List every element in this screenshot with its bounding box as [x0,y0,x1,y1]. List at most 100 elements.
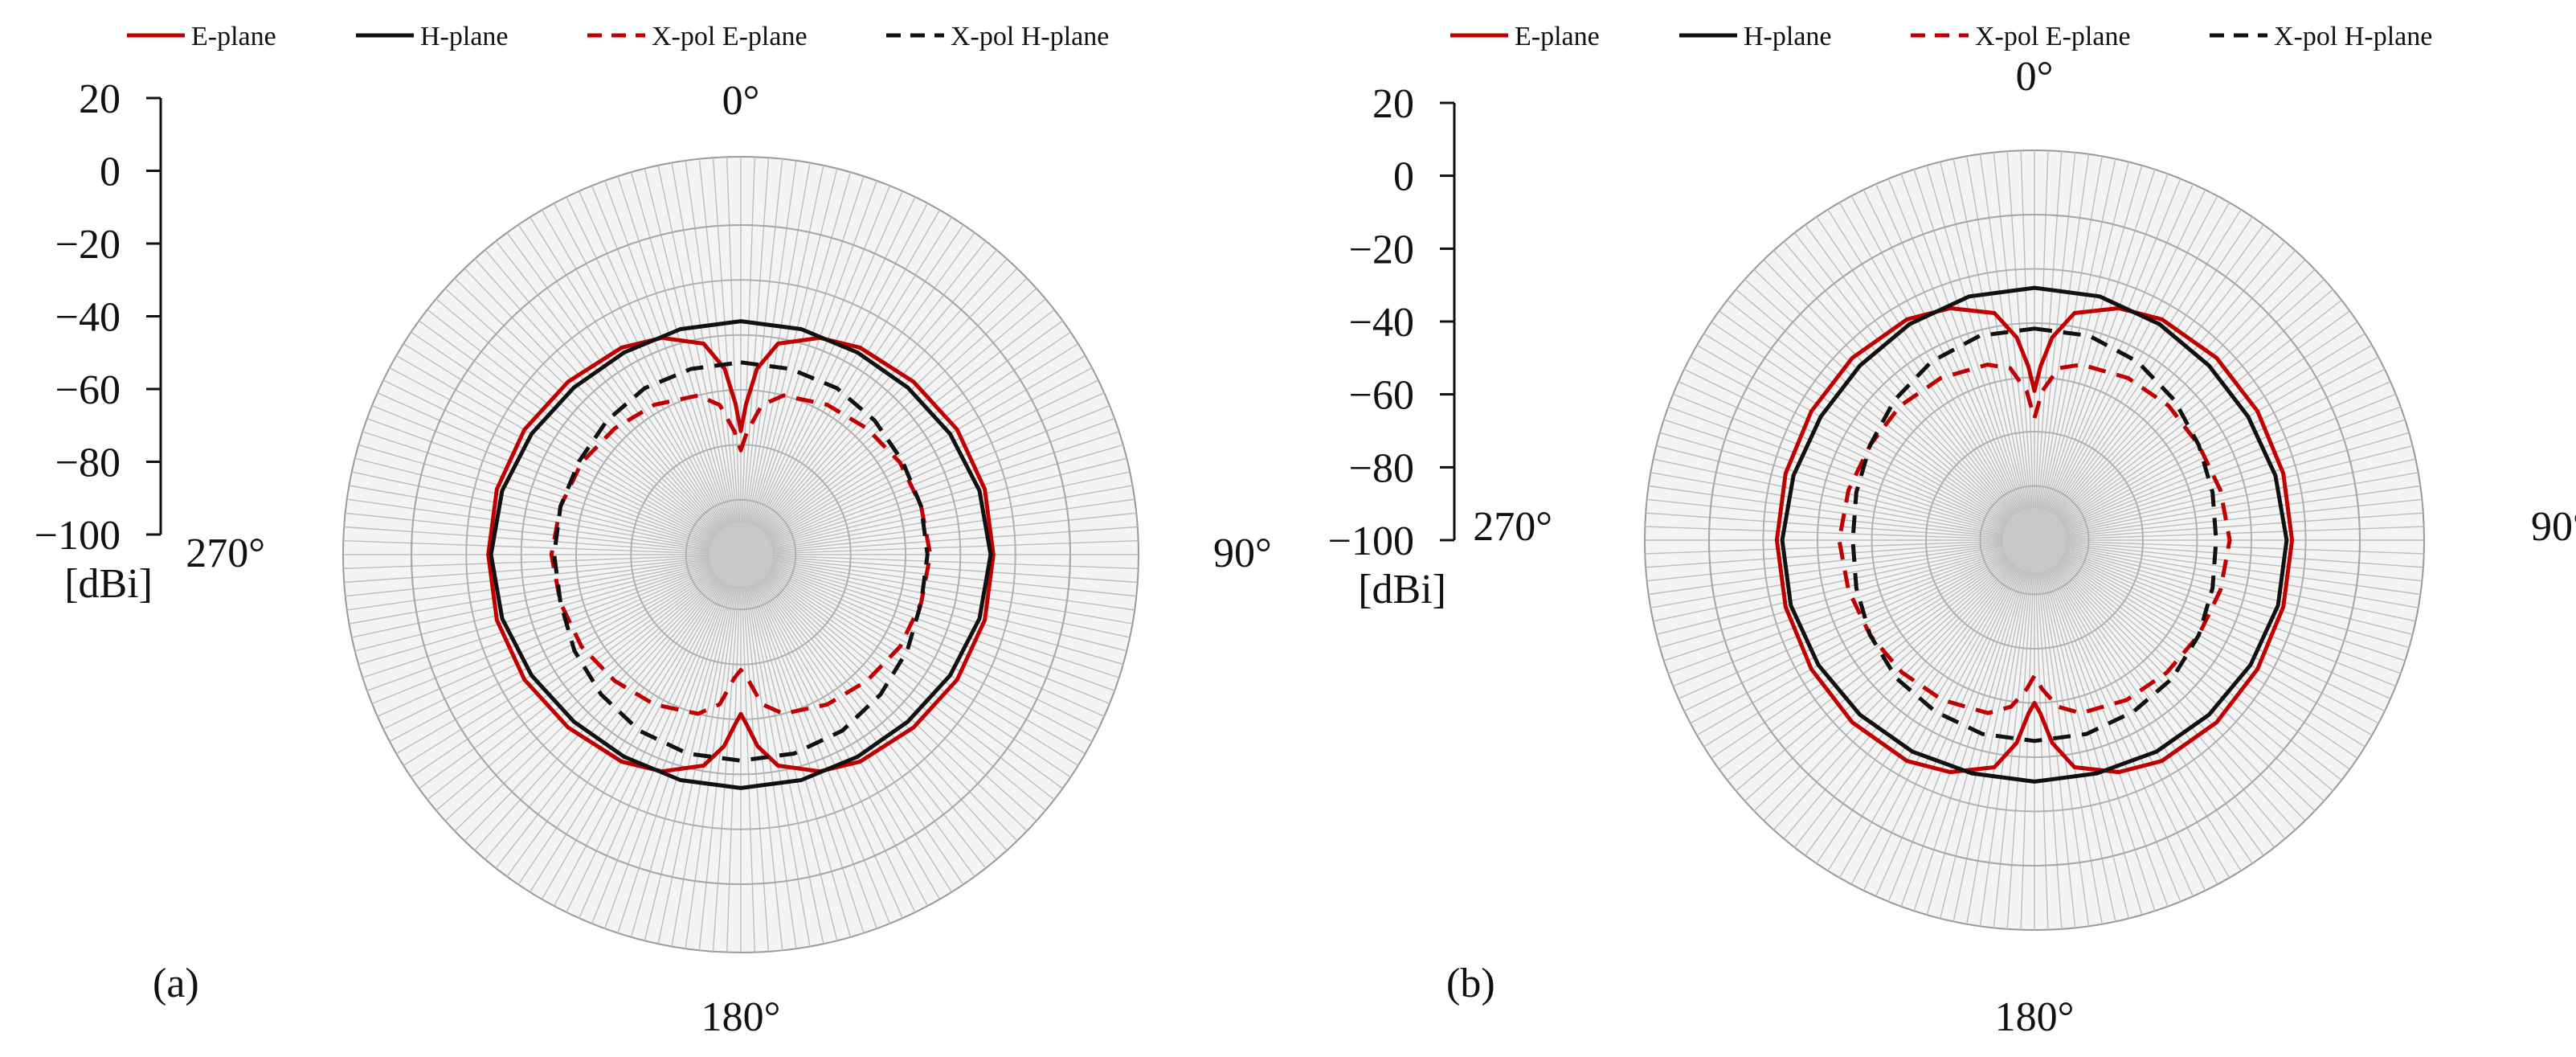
polar-grid-spoke [740,209,941,555]
polar-grid-spoke [566,196,742,555]
polar-grid-spoke [740,180,877,555]
polar-grid-spoke [617,175,742,555]
polar-grid-spoke [464,268,742,555]
polar-grid-spoke [541,209,742,555]
legend-entry: X-pol H-plane [951,22,1109,51]
polar-grid-spoke [485,249,742,555]
series-line-h-plane [1780,285,2289,784]
polar-grid-spoke [389,554,742,743]
angle-tick-label: 180° [1995,994,2075,1040]
polar-grid-spoke [354,457,742,555]
polar-grid-spoke [740,392,1105,555]
polar-grid-ring [411,224,1071,885]
legend-entry: X-pol E-plane [1975,22,2131,51]
polar-grid-spoke [740,185,891,555]
polar-grid-spoke [740,554,865,934]
polar-grid-spoke [740,298,1046,555]
legend-entry: X-pol E-plane [652,22,808,51]
polar-grid-spoke [371,404,742,555]
polar-grid-spoke [454,277,742,555]
angle-tick-label: 0° [2016,54,2054,100]
polar-grid-spoke [474,258,742,555]
polar-center-hub [709,522,773,587]
polar-grid-spoke [343,540,742,555]
angle-tick-label: 270° [186,531,265,576]
polar-grid-spoke [371,554,742,705]
polar-grid-spoke [382,379,742,555]
series-line-x-pol-h-plane [1850,326,2218,744]
polar-grid-spoke [740,498,1135,555]
polar-grid-spoke [740,216,952,555]
polar-chart-a: 0° 90° 180° 270° 20 0 −20 −40 −60 −80 −100[dBi] E-p… [35,22,1272,1040]
polar-grid-spoke [740,554,877,929]
polar-grid-spoke [740,168,838,555]
polar-grid-ring [465,279,1016,830]
polar-grid-spoke [740,554,1139,569]
polar-grid-spoke [671,554,742,947]
polar-grid-spoke [579,554,742,919]
polar-grid-spoke [351,554,742,638]
polar-grid-spoke [740,277,1028,555]
polar-grid-spoke [495,240,742,555]
angle-tick-label: 270° [1473,504,1552,550]
polar-grid-spoke [740,554,755,953]
polar-grid-spoke [740,162,811,555]
polar-grid-spoke [740,249,997,555]
polar-grid-spoke [377,392,742,555]
legend-entry: X-pol H-plane [2274,22,2432,51]
polar-grid-spoke [740,554,1071,778]
radial-scale-tick-label: −60 [1349,373,1414,419]
angle-tick-label: 0° [722,78,760,124]
polar-grid-spoke [740,471,1131,555]
radial-scale-tick-label: 0 [100,150,121,195]
polar-grid-spoke [740,203,929,555]
polar-grid-spoke [726,157,742,555]
polar-grid-ring [520,334,962,776]
polar-grid-spoke [740,367,1093,555]
polar-grid-spoke [671,162,742,555]
polar-grid-spoke [740,331,1071,555]
polar-grid-spoke [740,258,1008,555]
polar-grid-spoke [726,554,742,953]
polar-grid-spoke [740,554,838,941]
polar-grid-spoke [740,158,783,555]
panel-label: (b) [1446,961,1495,1006]
polar-grid-spoke [346,498,742,555]
polar-grid-spoke [740,485,1133,555]
polar-grid-spoke [435,554,742,811]
polar-grid-spoke [740,554,1120,678]
polar-grid-spoke [740,554,824,944]
polar-grid-spoke [740,554,1137,597]
polar-grid-spoke [444,288,742,555]
radial-scale-tick-label: −100 [35,513,121,559]
polar-grid-spoke [657,165,742,555]
angle-tick-label: 90° [2531,504,2576,550]
polar-chart-b: 0° 90° 180° 270° 20 0 −20 −40 −60 −80 −100[dBi] E-p… [1328,22,2576,1040]
polar-grid-spoke [403,554,742,766]
polar-grid-spoke [740,540,1139,555]
polar-grid-spoke [740,232,975,555]
polar-grid-spoke [698,158,742,555]
polar-grid-spoke [740,554,1133,625]
polar-grid-spoke [740,224,964,555]
polar-grid-spoke [740,554,891,924]
polar-grid-spoke [351,471,742,555]
radial-scale-tick-label: 20 [1372,81,1414,127]
radial-scale-tick-label: −40 [55,295,121,341]
polar-grid-spoke [740,343,1079,555]
polar-grid-spoke [591,554,742,924]
polar-grid-spoke [630,172,742,555]
polar-grid-spoke [345,554,742,597]
polar-grid-spoke [740,554,1138,584]
polar-grid-spoke [444,554,742,821]
radial-scale-tick-label: 20 [79,76,121,122]
polar-grid-spoke [349,485,742,555]
polar-grid-spoke [740,554,1123,666]
polar-grid-spoke [377,554,742,717]
polar-grid-spoke [604,180,742,555]
polar-grid-spoke [740,196,916,555]
polar-grid-spoke [740,554,929,907]
polar-grid-spoke [566,554,742,913]
legend-entry: H-plane [420,22,509,51]
